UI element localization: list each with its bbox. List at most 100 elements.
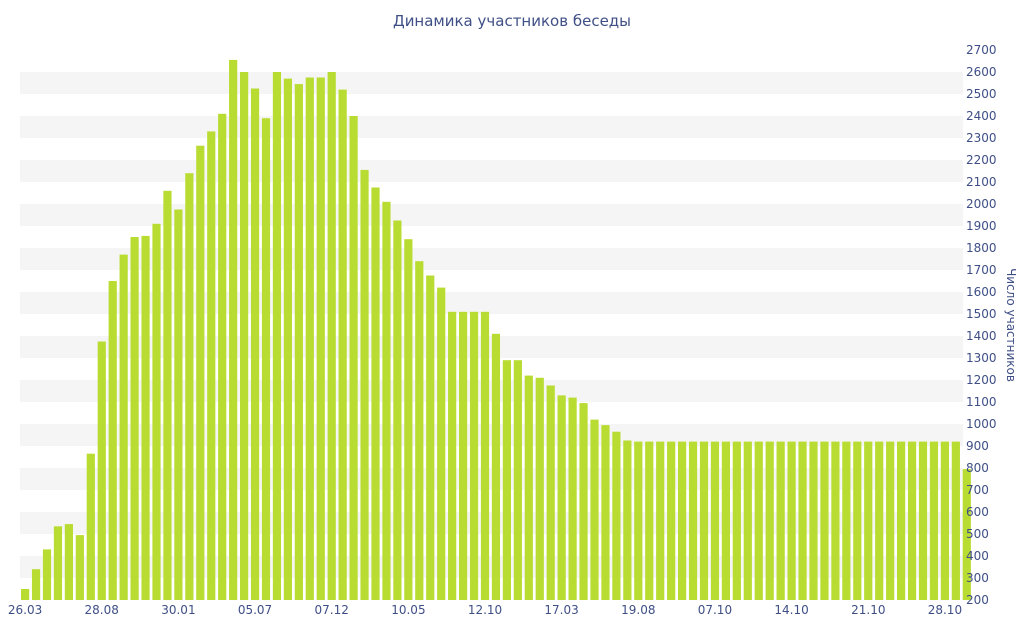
bar[interactable] xyxy=(667,441,676,600)
bar[interactable] xyxy=(250,88,260,601)
bar[interactable] xyxy=(875,441,884,600)
bar[interactable] xyxy=(75,535,84,600)
bar[interactable] xyxy=(809,441,818,600)
bar[interactable] xyxy=(64,524,73,600)
bar[interactable] xyxy=(831,441,840,600)
bar[interactable] xyxy=(754,441,763,600)
bar[interactable] xyxy=(283,78,292,601)
bar[interactable] xyxy=(21,589,30,600)
bar[interactable] xyxy=(207,131,216,600)
bar[interactable] xyxy=(437,287,446,600)
bar[interactable] xyxy=(710,441,720,600)
y-tick-label: 2200 xyxy=(966,153,997,167)
bar[interactable] xyxy=(897,441,906,600)
bar[interactable] xyxy=(349,116,358,600)
bar[interactable] xyxy=(382,201,391,601)
bar[interactable] xyxy=(524,375,533,600)
bar[interactable] xyxy=(86,453,95,600)
bar[interactable] xyxy=(918,441,928,600)
bar[interactable] xyxy=(842,441,851,600)
bar[interactable] xyxy=(130,237,139,600)
y-tick-label: 2400 xyxy=(966,109,997,123)
y-tick-label: 700 xyxy=(966,483,989,497)
bar[interactable] xyxy=(568,397,577,600)
bar[interactable] xyxy=(426,275,435,601)
bar[interactable] xyxy=(229,59,238,600)
bar[interactable] xyxy=(480,311,490,600)
bar[interactable] xyxy=(688,441,698,600)
bar[interactable] xyxy=(798,441,807,600)
x-tick-label: 12.10 xyxy=(468,603,502,617)
bar[interactable] xyxy=(886,441,895,600)
bar[interactable] xyxy=(546,385,555,601)
bar[interactable] xyxy=(371,187,380,601)
y-tick-label: 1800 xyxy=(966,241,997,255)
bar[interactable] xyxy=(448,311,457,600)
bar[interactable] xyxy=(776,441,785,600)
y-tick-label: 2600 xyxy=(966,65,997,79)
y-tick-label: 900 xyxy=(966,439,989,453)
bar[interactable] xyxy=(393,220,402,601)
bar[interactable] xyxy=(721,441,730,600)
bar[interactable] xyxy=(951,441,960,600)
bar[interactable] xyxy=(152,223,161,601)
bar[interactable] xyxy=(513,360,522,600)
bar[interactable] xyxy=(502,360,511,600)
bar[interactable] xyxy=(699,441,709,600)
bar[interactable] xyxy=(119,254,128,600)
bar[interactable] xyxy=(185,173,194,600)
bar[interactable] xyxy=(601,425,610,600)
bar[interactable] xyxy=(535,377,544,600)
y-tick-label: 1900 xyxy=(966,219,997,233)
grid-band xyxy=(20,292,963,314)
bar[interactable] xyxy=(590,419,599,600)
bar[interactable] xyxy=(316,77,325,601)
x-tick-label: 07.12 xyxy=(315,603,349,617)
bar[interactable] xyxy=(327,72,336,600)
bar[interactable] xyxy=(459,311,468,600)
bar[interactable] xyxy=(765,441,774,600)
bar[interactable] xyxy=(623,440,632,601)
bar[interactable] xyxy=(557,395,566,600)
bar[interactable] xyxy=(42,549,52,600)
bar[interactable] xyxy=(53,526,63,600)
bar[interactable] xyxy=(743,441,752,600)
bar[interactable] xyxy=(678,441,687,600)
bar[interactable] xyxy=(31,569,41,600)
bar[interactable] xyxy=(404,239,413,600)
bar[interactable] xyxy=(218,113,227,601)
bar[interactable] xyxy=(853,441,862,600)
bar[interactable] xyxy=(196,145,205,600)
y-tick-label: 2500 xyxy=(966,87,997,101)
bar[interactable] xyxy=(864,441,873,600)
bar[interactable] xyxy=(141,235,150,600)
bar[interactable] xyxy=(929,441,939,600)
bars xyxy=(21,59,971,601)
bar[interactable] xyxy=(240,72,249,600)
bar[interactable] xyxy=(656,441,665,600)
y-tick-label: 2000 xyxy=(966,197,997,211)
bar[interactable] xyxy=(579,403,588,600)
bar[interactable] xyxy=(940,441,949,600)
bar[interactable] xyxy=(491,333,501,600)
bar[interactable] xyxy=(907,441,917,600)
bar[interactable] xyxy=(360,169,369,600)
bar[interactable] xyxy=(305,77,314,601)
bar[interactable] xyxy=(612,431,621,600)
bar[interactable] xyxy=(261,118,271,600)
bar[interactable] xyxy=(415,261,424,600)
bar[interactable] xyxy=(634,441,643,600)
bar[interactable] xyxy=(787,441,796,600)
bar[interactable] xyxy=(97,341,106,601)
bar[interactable] xyxy=(163,190,172,601)
bar[interactable] xyxy=(294,84,303,601)
bar[interactable] xyxy=(108,281,117,600)
bar[interactable] xyxy=(732,441,741,600)
bar[interactable] xyxy=(174,209,183,601)
bar[interactable] xyxy=(338,89,347,600)
bar[interactable] xyxy=(469,311,479,600)
bar[interactable] xyxy=(962,469,971,600)
bar[interactable] xyxy=(645,441,654,600)
bar[interactable] xyxy=(820,441,829,600)
bar[interactable] xyxy=(272,72,282,600)
